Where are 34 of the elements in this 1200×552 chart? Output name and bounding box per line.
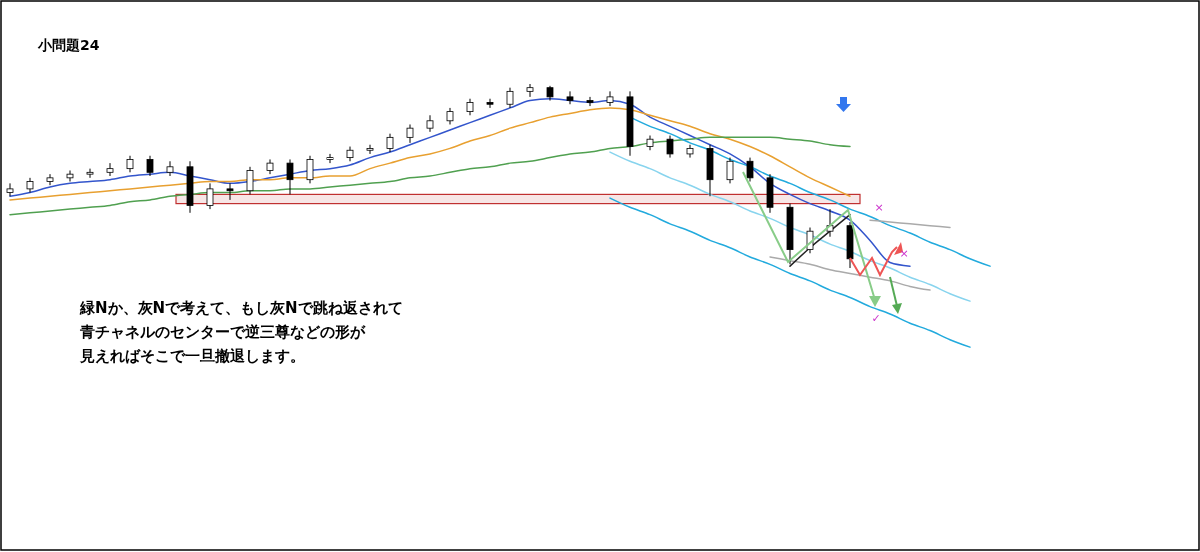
candlestick [726,157,734,184]
candlestick [206,182,214,210]
candlestick [526,83,534,98]
text: 青チャネルのセンターで逆三尊などの形が [79,323,366,341]
candlestick [46,173,54,186]
annotation: × [874,201,884,214]
candlestick [86,168,94,179]
candlestick [586,96,594,107]
candlestick [406,123,414,144]
chart-title: 小問題24 [37,37,100,53]
candlestick [246,166,254,195]
candlestick [386,133,394,153]
candlestick [746,157,754,183]
candlestick [306,155,314,184]
candlestick [486,98,494,109]
annotation: × [899,247,909,260]
candlestick [426,114,434,133]
text: ✓ [871,312,881,325]
text: 見えればそこで一旦撤退します。 [79,347,305,365]
candlestick [6,182,14,197]
candlestick [106,162,114,177]
candlestick [606,90,614,107]
candlestick [286,158,294,195]
candlestick [66,169,74,183]
candlestick [566,90,574,105]
candlestick [666,135,674,159]
candlestick [506,87,514,109]
candlestick [226,182,234,201]
text: 緑Nか、灰Nで考えて、もし灰Nで跳ね返されて [79,299,403,317]
candlestick [326,153,334,164]
candlestick [166,160,174,177]
candlestick [146,155,154,177]
candlestick [686,144,694,159]
candlestick [366,144,374,155]
